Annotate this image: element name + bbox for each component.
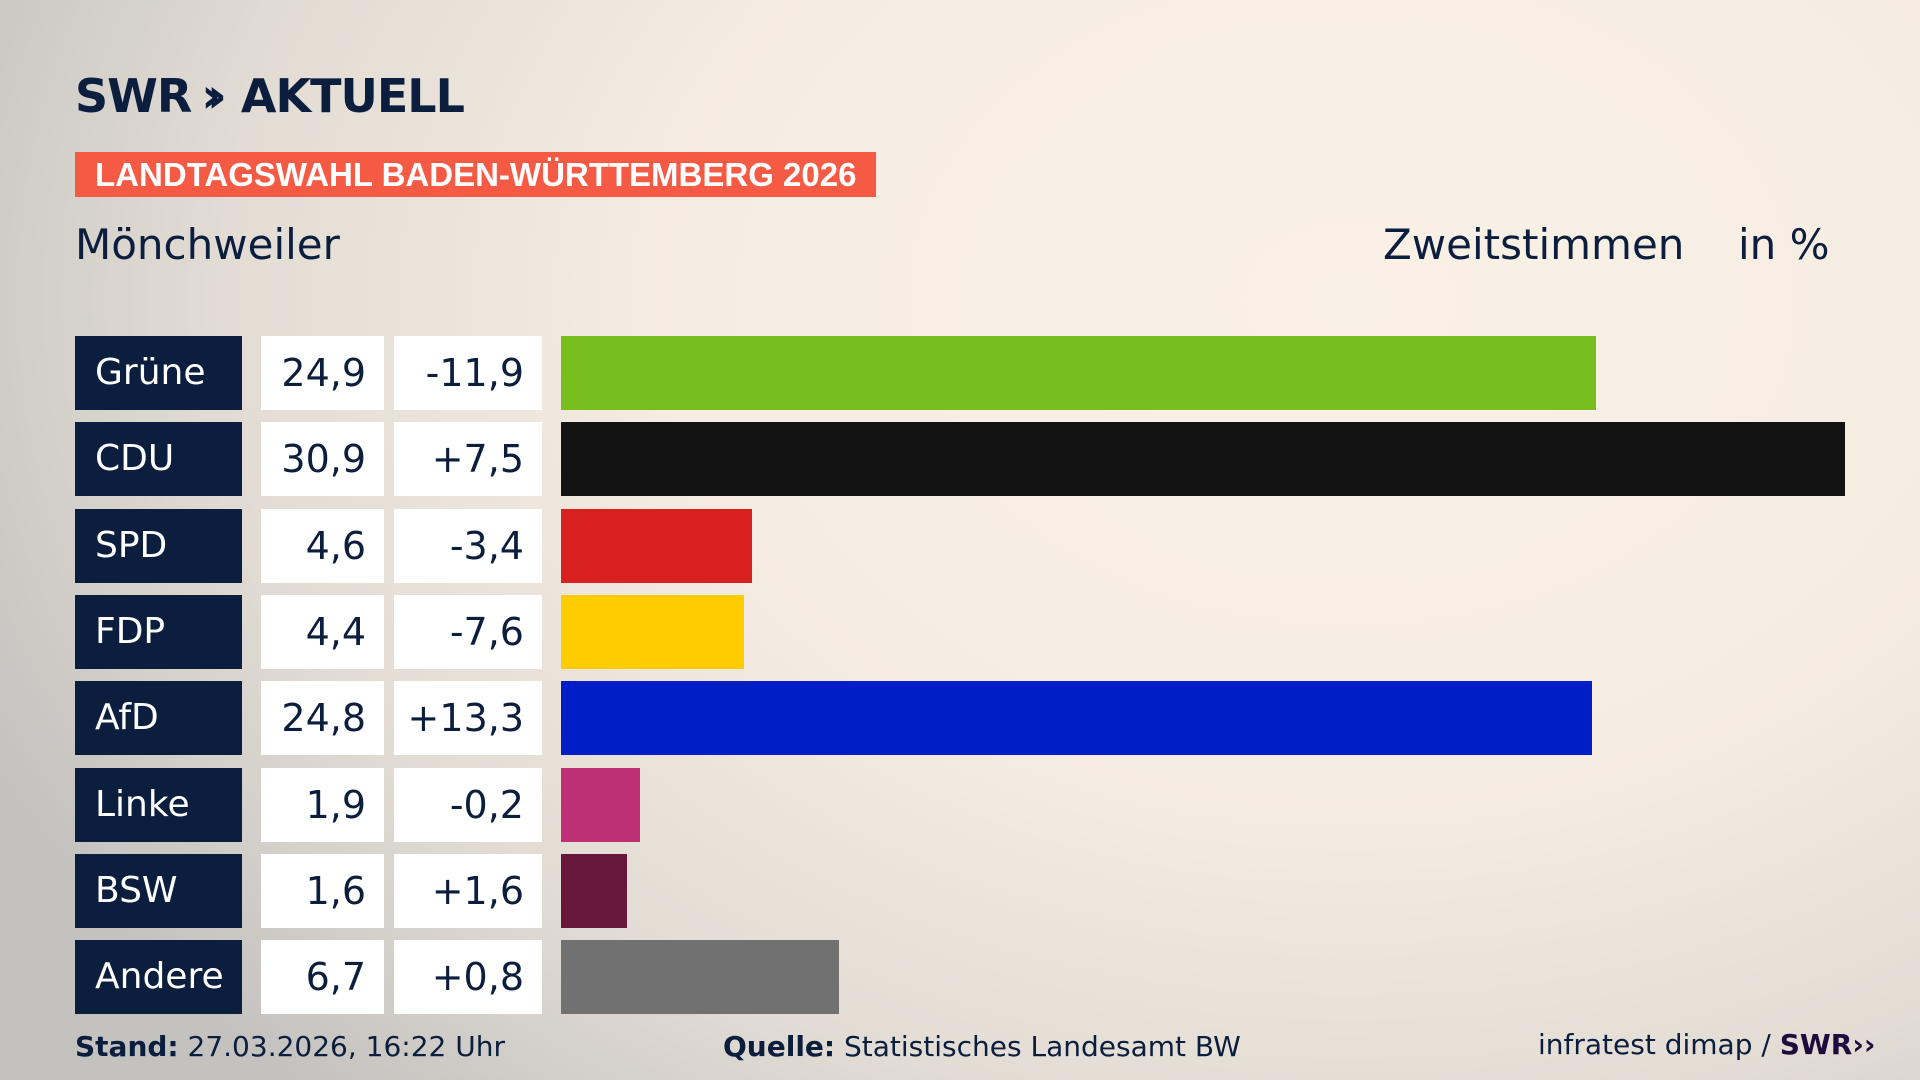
source-value: Statistisches Landesamt BW (844, 1030, 1241, 1063)
bar (561, 422, 1845, 497)
value-label: 1,9 (261, 767, 384, 842)
change-label: +7,5 (394, 422, 542, 497)
change-label: -3,4 (394, 508, 542, 583)
value-label: 24,9 (261, 336, 384, 410)
stand: Stand: 27.03.2026, 16:22 Uhr (75, 1030, 505, 1063)
party-row: CDU 30,9 +7,5 (0, 422, 1920, 497)
change-label: +13,3 (394, 681, 542, 756)
source-label: Quelle: (723, 1030, 836, 1063)
chevron-icon: ›› (201, 68, 226, 124)
change-label: +1,6 (394, 853, 542, 928)
party-name: Grüne (75, 336, 242, 410)
credit-swr-logo: SWR›› (1779, 1028, 1876, 1061)
election-banner: LANDTAGSWAHL BADEN-WÜRTTEMBERG 2026 (75, 152, 877, 197)
value-label: 24,8 (261, 681, 384, 756)
change-label: +0,8 (394, 940, 542, 1015)
stand-value: 27.03.2026, 16:22 Uhr (187, 1030, 505, 1063)
credit-brand: SWR (1779, 1028, 1853, 1061)
party-row: Linke 1,9 -0,2 (0, 767, 1920, 842)
value-label: 4,4 (261, 594, 384, 669)
bar (561, 508, 753, 583)
party-row: BSW 1,6 +1,6 (0, 853, 1920, 928)
bar (561, 940, 840, 1015)
credit-text: infratest dimap / (1538, 1028, 1771, 1061)
party-name: FDP (75, 594, 242, 669)
change-label: -7,6 (394, 594, 542, 669)
party-name: CDU (75, 422, 242, 497)
value-label: 30,9 (261, 422, 384, 497)
stand-label: Stand: (75, 1030, 179, 1063)
logo-text: AKTUELL (240, 69, 465, 123)
logo-brand: SWR (75, 69, 192, 123)
place-title: Mönchweiler (75, 220, 340, 269)
bar (561, 594, 744, 669)
bar (561, 336, 1596, 410)
party-row: SPD 4,6 -3,4 (0, 508, 1920, 583)
source: Quelle: Statistisches Landesamt BW (723, 1030, 1241, 1063)
unit-label: in % (1738, 220, 1830, 269)
change-label: -11,9 (394, 336, 542, 410)
party-row: FDP 4,4 -7,6 (0, 594, 1920, 669)
party-row: AfD 24,8 +13,3 (0, 681, 1920, 756)
bar (561, 853, 628, 928)
credit: infratest dimap / SWR›› (1538, 1028, 1875, 1061)
bar (561, 681, 1592, 756)
change-label: -0,2 (394, 767, 542, 842)
party-name: BSW (75, 853, 242, 928)
value-label: 4,6 (261, 508, 384, 583)
party-name: SPD (75, 508, 242, 583)
value-label: 1,6 (261, 853, 384, 928)
party-name: Linke (75, 767, 242, 842)
party-name: AfD (75, 681, 242, 756)
swr-aktuell-logo: SWR ›› AKTUELL (75, 68, 465, 124)
value-label: 6,7 (261, 940, 384, 1015)
vote-type: Zweitstimmen (1383, 220, 1685, 269)
party-row: Andere 6,7 +0,8 (0, 940, 1920, 1015)
party-row: Grüne 24,9 -11,9 (0, 336, 1920, 410)
party-name: Andere (75, 940, 242, 1015)
bar (561, 767, 640, 842)
